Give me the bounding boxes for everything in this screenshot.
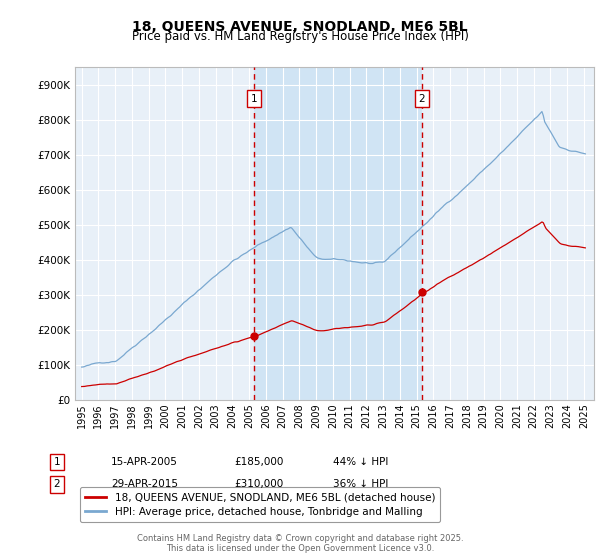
Text: Contains HM Land Registry data © Crown copyright and database right 2025.
This d: Contains HM Land Registry data © Crown c…: [137, 534, 463, 553]
Text: 15-APR-2005: 15-APR-2005: [111, 457, 178, 467]
Legend: 18, QUEENS AVENUE, SNODLAND, ME6 5BL (detached house), HPI: Average price, detac: 18, QUEENS AVENUE, SNODLAND, ME6 5BL (de…: [80, 487, 440, 522]
Text: Price paid vs. HM Land Registry's House Price Index (HPI): Price paid vs. HM Land Registry's House …: [131, 30, 469, 43]
Text: £185,000: £185,000: [234, 457, 283, 467]
Text: £310,000: £310,000: [234, 479, 283, 489]
Text: 1: 1: [53, 457, 61, 467]
Text: 1: 1: [251, 94, 257, 104]
Text: 18, QUEENS AVENUE, SNODLAND, ME6 5BL: 18, QUEENS AVENUE, SNODLAND, ME6 5BL: [132, 20, 468, 34]
Bar: [254, 67, 422, 400]
Text: 2: 2: [419, 94, 425, 104]
Text: 2: 2: [53, 479, 61, 489]
Text: 29-APR-2015: 29-APR-2015: [111, 479, 178, 489]
Text: 44% ↓ HPI: 44% ↓ HPI: [333, 457, 388, 467]
Text: 36% ↓ HPI: 36% ↓ HPI: [333, 479, 388, 489]
